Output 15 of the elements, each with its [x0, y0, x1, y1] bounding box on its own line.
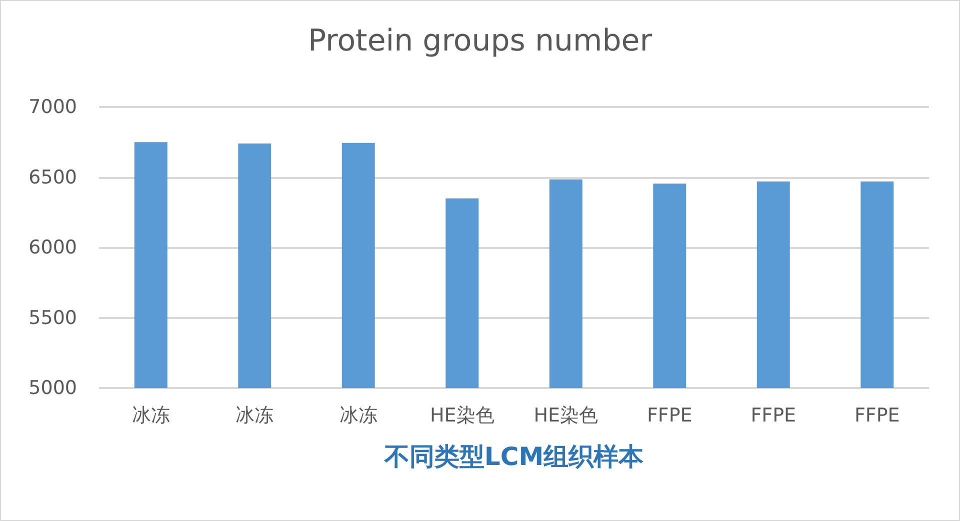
x-axis-title: 不同类型LCM组织样本: [383, 442, 645, 471]
y-tick-label: 6000: [28, 236, 77, 258]
x-tick-label: FFPE: [646, 404, 692, 426]
x-tick-label: FFPE: [750, 404, 796, 426]
y-tick-label: 5500: [28, 306, 77, 329]
x-tick-label: 冰冻: [132, 404, 170, 426]
y-tick-label: 5000: [28, 377, 77, 399]
chart-title: Protein groups number: [308, 24, 653, 58]
x-tick-label: FFPE: [854, 404, 900, 426]
x-tick-label: HE染色: [430, 404, 494, 426]
x-tick-label: 冰冻: [339, 404, 378, 426]
y-tick-label: 6500: [28, 166, 77, 188]
x-tick-label: 冰冻: [236, 404, 274, 426]
y-tick-label: 7000: [28, 96, 77, 118]
x-tick-label: HE染色: [534, 404, 598, 426]
